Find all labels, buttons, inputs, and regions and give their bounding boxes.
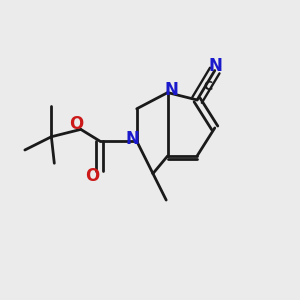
- Text: O: O: [69, 115, 83, 133]
- Text: N: N: [164, 81, 178, 99]
- Text: N: N: [125, 130, 139, 148]
- Text: C: C: [203, 80, 213, 93]
- Text: O: O: [85, 167, 99, 185]
- Text: N: N: [209, 57, 223, 75]
